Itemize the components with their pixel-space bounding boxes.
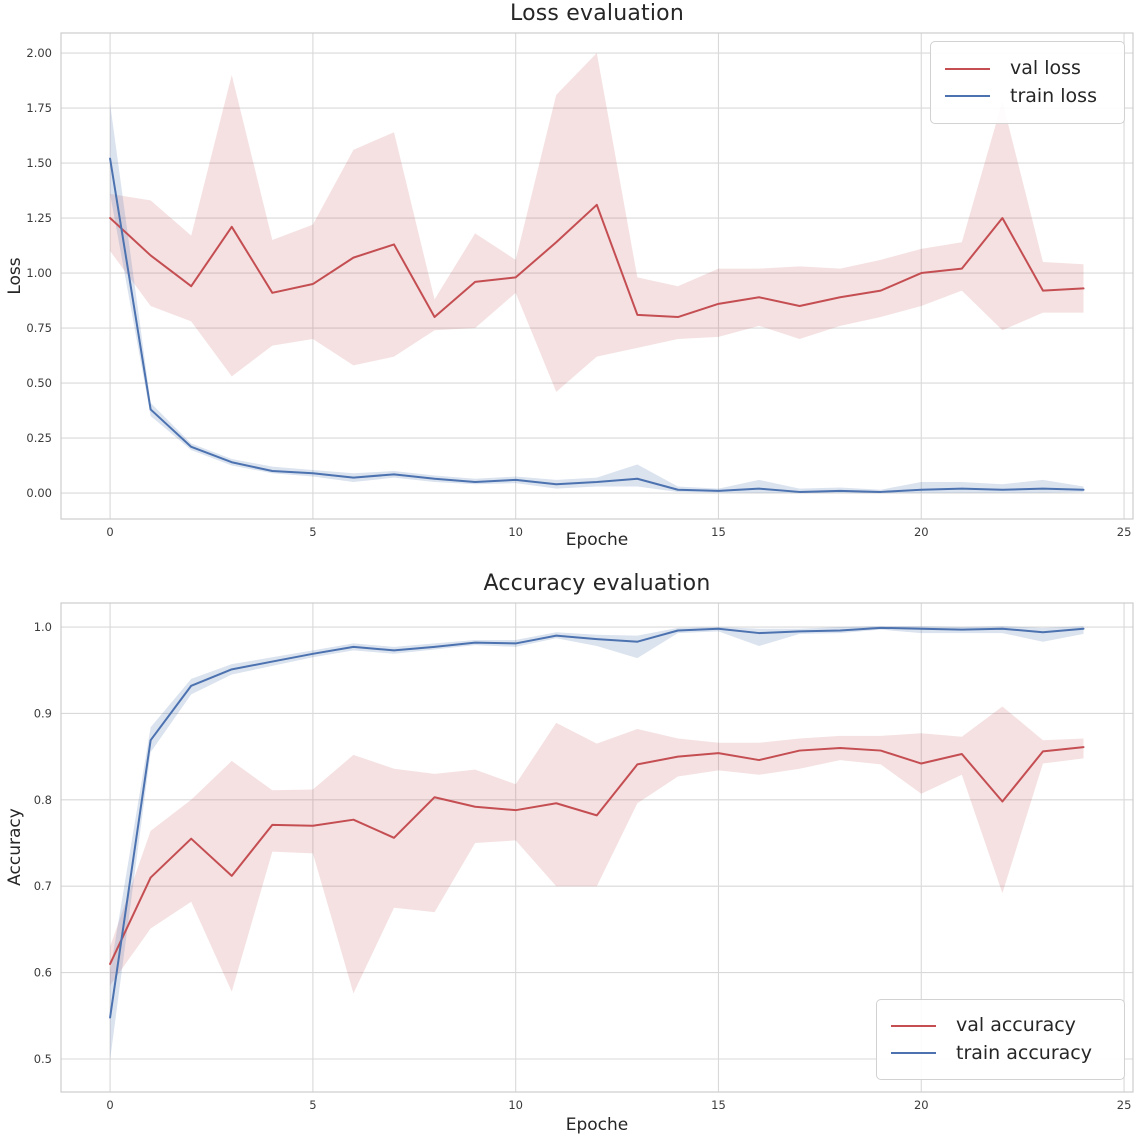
legend-row-val-loss: val loss <box>931 58 1124 79</box>
x-tick-label: 15 <box>711 525 726 539</box>
y-tick-label: 1.0 <box>34 620 52 634</box>
val-loss-line <box>109 203 1085 319</box>
val-accuracy-band <box>110 706 1084 994</box>
loss-y-axis-label: Loss <box>5 257 25 295</box>
y-tick-label: 1.50 <box>26 156 52 170</box>
plot-border <box>60 32 1134 520</box>
loss-chart-title: Loss evaluation <box>510 1 684 26</box>
val-accuracy-legend-label: val accuracy <box>956 1014 1076 1037</box>
y-tick-label: 0.6 <box>34 966 52 980</box>
x-tick-label: 10 <box>508 525 523 539</box>
train-loss-legend-label: train loss <box>1010 85 1097 107</box>
val-loss-band <box>110 53 1084 392</box>
y-tick-label: 2.00 <box>26 46 52 60</box>
accuracy-y-axis-label: Accuracy <box>5 808 25 886</box>
train-loss-band <box>110 103 1084 494</box>
x-tick-label: 20 <box>914 525 929 539</box>
accuracy-chart: 0 5 10 15 20 25 0.5 0.6 0.7 0.8 0.9 1.0 Accuracy ev… <box>0 570 1140 1140</box>
x-tick-label: 5 <box>309 1098 316 1112</box>
train-accuracy-line-swatch <box>891 1052 936 1055</box>
y-tick-label: 0.00 <box>26 486 52 500</box>
accuracy-legend: val accuracy train accuracy <box>876 999 1125 1080</box>
legend-row-val-accuracy: val accuracy <box>877 1015 1124 1036</box>
y-tick-label: 0.75 <box>26 321 52 335</box>
accuracy-x-axis-label: Epoche <box>565 1115 629 1135</box>
y-tick-label: 1.75 <box>26 101 52 115</box>
x-tick-label: 10 <box>508 1098 523 1112</box>
legend-row-train-loss: train loss <box>931 86 1124 107</box>
x-tick-label: 15 <box>711 1098 726 1112</box>
accuracy-chart-title: Accuracy evaluation <box>483 571 711 596</box>
x-tick-label: 0 <box>106 1098 113 1112</box>
train-accuracy-legend-label: train accuracy <box>956 1042 1092 1064</box>
x-tick-label: 25 <box>1117 1098 1132 1112</box>
x-tick-label: 20 <box>914 1098 929 1112</box>
loss-x-axis-label: Epoche <box>565 530 629 550</box>
train-loss-line-swatch <box>945 95 990 98</box>
train-accuracy-line <box>109 626 1085 1019</box>
x-tick-label: 5 <box>309 525 316 539</box>
x-tick-label: 25 <box>1117 525 1132 539</box>
val-accuracy-line <box>109 746 1085 965</box>
y-tick-label: 1.00 <box>26 266 52 280</box>
y-tick-label: 0.5 <box>34 1052 52 1066</box>
loss-legend: val loss train loss <box>930 41 1125 124</box>
val-accuracy-line-swatch <box>891 1024 936 1027</box>
y-tick-label: 0.8 <box>34 793 52 807</box>
y-tick-label: 0.25 <box>26 431 52 445</box>
y-tick-label: 0.9 <box>34 706 52 720</box>
loss-chart: 0 5 10 15 20 25 0.00 0.25 0.50 0.75 1.00 1.25 1.50 1.… <box>5 1 1134 550</box>
y-tick-label: 0.7 <box>34 879 52 893</box>
x-tick-label: 0 <box>106 525 113 539</box>
train-loss-line <box>109 157 1085 493</box>
val-loss-legend-label: val loss <box>1010 57 1081 80</box>
legend-row-train-accuracy: train accuracy <box>877 1043 1124 1064</box>
plot-border <box>60 602 1134 1093</box>
y-tick-label: 0.50 <box>26 376 52 390</box>
val-loss-line-swatch <box>945 67 990 70</box>
y-tick-label: 1.25 <box>26 211 52 225</box>
